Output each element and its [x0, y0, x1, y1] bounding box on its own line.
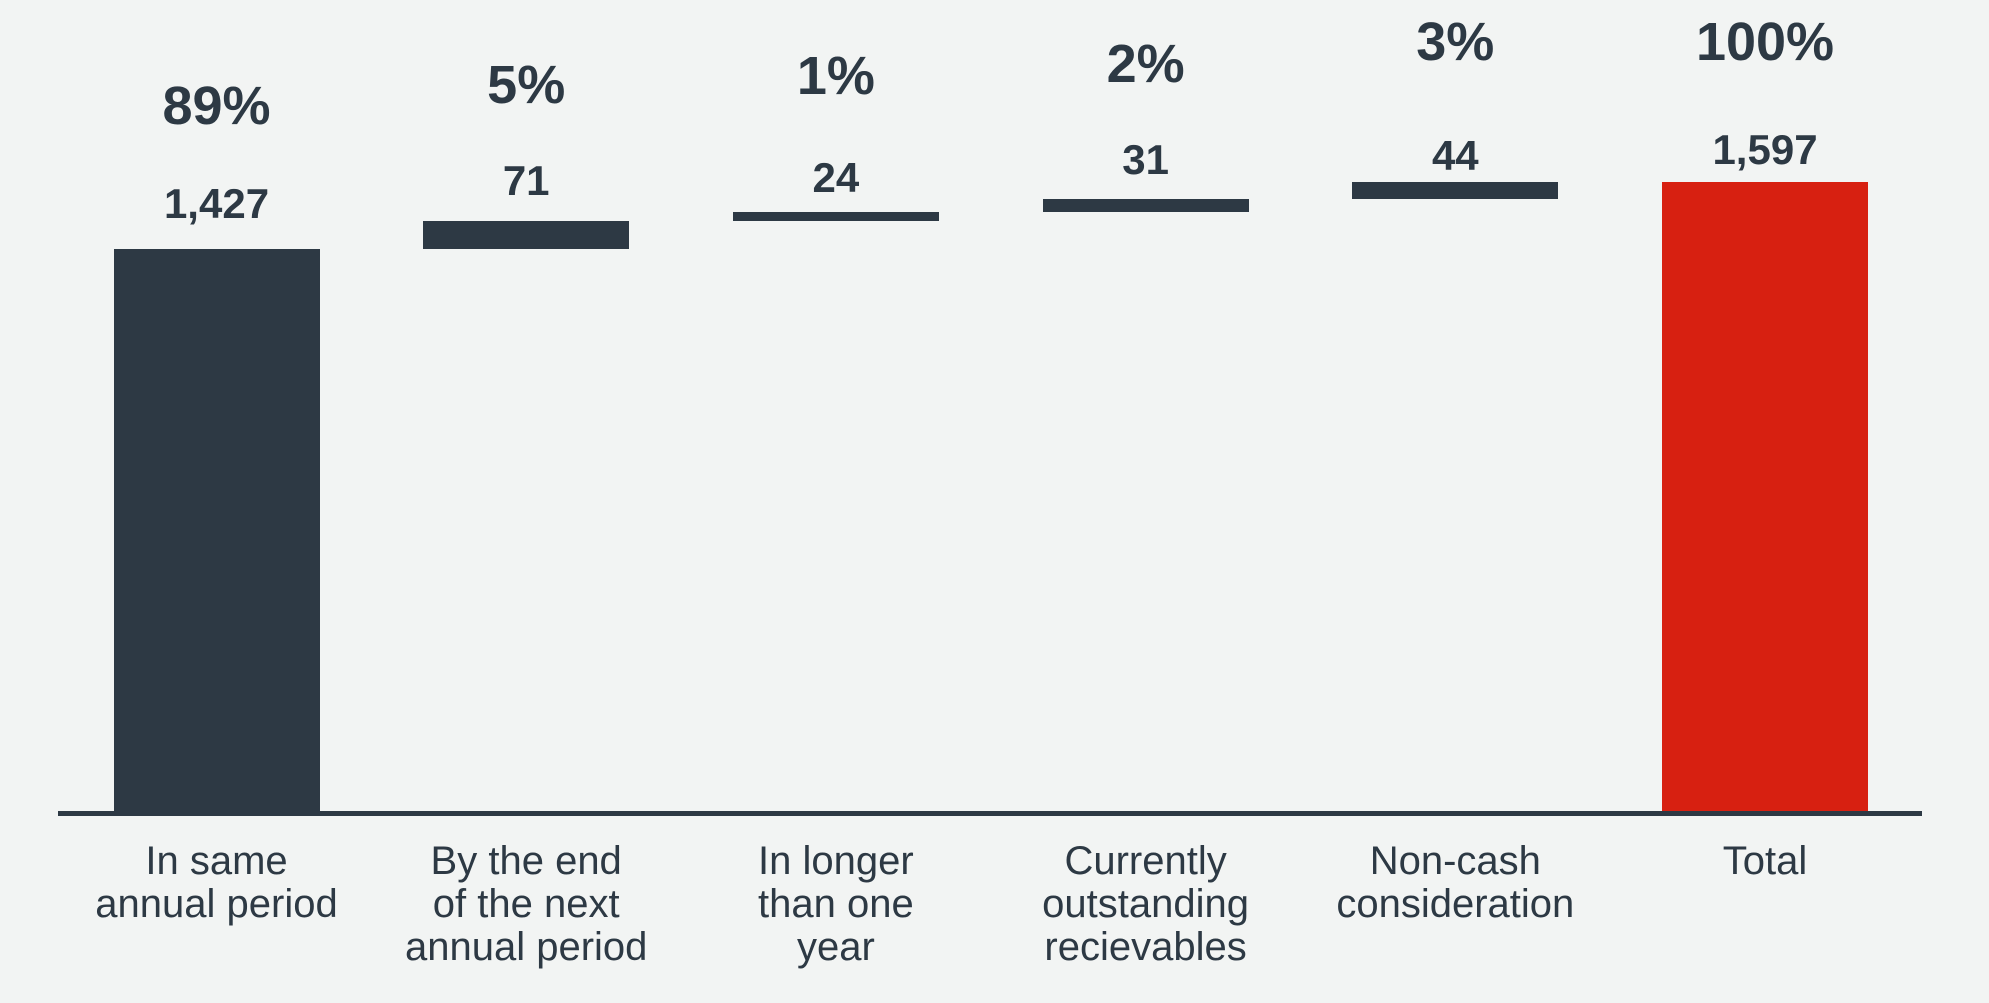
bar-currently-outstanding-recievables [1042, 199, 1249, 212]
category-label-in-same-annual-period: In same annual period [95, 840, 337, 926]
value-label-by-the-end-of-the-next-annual-period: 71 [502, 157, 550, 204]
percent-label-currently-outstanding-recievables: 2% [1106, 34, 1185, 94]
category-label-by-the-end-of-the-next-annual-period: By the end of the next annual period [405, 840, 647, 969]
category-label-line: consideration [1336, 882, 1575, 926]
category-label-line: In longer [758, 839, 914, 883]
bar-non-cash-consideration [1352, 182, 1559, 200]
category-label-line: recievables [1044, 925, 1247, 969]
value-label-in-same-annual-period: 1,427 [163, 180, 270, 227]
category-label-line: In same [145, 839, 288, 883]
category-label-line: outstanding [1042, 882, 1250, 926]
value-label-currently-outstanding-recievables: 31 [1122, 136, 1169, 183]
bar-by-the-end-of-the-next-annual-period [423, 221, 630, 250]
category-label-line: of the next [432, 882, 620, 926]
bar-in-longer-than-one-year [732, 211, 939, 222]
category-label-line: annual period [95, 882, 338, 926]
bar-total [1662, 182, 1868, 816]
percent-label-by-the-end-of-the-next-annual-period: 5% [487, 55, 566, 115]
percent-label-in-longer-than-one-year: 1% [796, 46, 875, 106]
category-label-line: Total [1722, 839, 1808, 883]
x-axis-line [58, 811, 1922, 816]
percent-label-in-same-annual-period: 89% [162, 76, 271, 136]
category-label-currently-outstanding-recievables: Currently outstanding recievables [1042, 840, 1249, 969]
value-label-non-cash-consideration: 44 [1431, 132, 1479, 179]
category-label-line: year [796, 925, 875, 969]
value-label-in-longer-than-one-year: 24 [812, 154, 860, 201]
category-label-line: Currently [1064, 839, 1227, 883]
category-label-line: By the end [430, 839, 622, 883]
category-label-line: than one [758, 882, 914, 926]
category-label-non-cash-consideration: Non-cash consideration [1336, 840, 1574, 926]
percent-label-total: 100% [1695, 12, 1835, 72]
value-label-total: 1,597 [1712, 126, 1818, 173]
bar-in-same-annual-period [113, 249, 320, 816]
percent-label-non-cash-consideration: 3% [1416, 12, 1495, 72]
category-label-in-longer-than-one-year: In longer than one year [758, 840, 914, 969]
category-label-total: Total [1723, 840, 1808, 883]
category-label-line: annual period [404, 925, 648, 969]
category-label-line: Non-cash [1369, 839, 1541, 883]
